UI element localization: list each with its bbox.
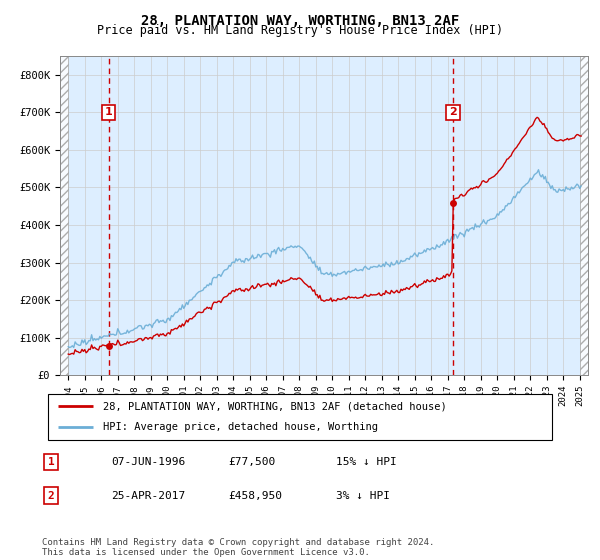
Text: £458,950: £458,950 bbox=[228, 491, 282, 501]
Text: Contains HM Land Registry data © Crown copyright and database right 2024.
This d: Contains HM Land Registry data © Crown c… bbox=[42, 538, 434, 557]
Bar bbox=[580, 56, 588, 375]
Text: 07-JUN-1996: 07-JUN-1996 bbox=[111, 457, 185, 467]
Text: 1: 1 bbox=[104, 108, 112, 118]
Text: 28, PLANTATION WAY, WORTHING, BN13 2AF (detached house): 28, PLANTATION WAY, WORTHING, BN13 2AF (… bbox=[103, 401, 447, 411]
Text: 1: 1 bbox=[47, 457, 55, 467]
Text: 25-APR-2017: 25-APR-2017 bbox=[111, 491, 185, 501]
Text: HPI: Average price, detached house, Worthing: HPI: Average price, detached house, Wort… bbox=[103, 422, 379, 432]
Bar bbox=[60, 56, 68, 375]
Text: 2: 2 bbox=[47, 491, 55, 501]
FancyBboxPatch shape bbox=[48, 394, 552, 440]
Text: 15% ↓ HPI: 15% ↓ HPI bbox=[336, 457, 397, 467]
Text: 2: 2 bbox=[449, 108, 457, 118]
Text: Price paid vs. HM Land Registry's House Price Index (HPI): Price paid vs. HM Land Registry's House … bbox=[97, 24, 503, 37]
Text: £77,500: £77,500 bbox=[228, 457, 275, 467]
Text: 28, PLANTATION WAY, WORTHING, BN13 2AF: 28, PLANTATION WAY, WORTHING, BN13 2AF bbox=[141, 14, 459, 28]
Text: 3% ↓ HPI: 3% ↓ HPI bbox=[336, 491, 390, 501]
